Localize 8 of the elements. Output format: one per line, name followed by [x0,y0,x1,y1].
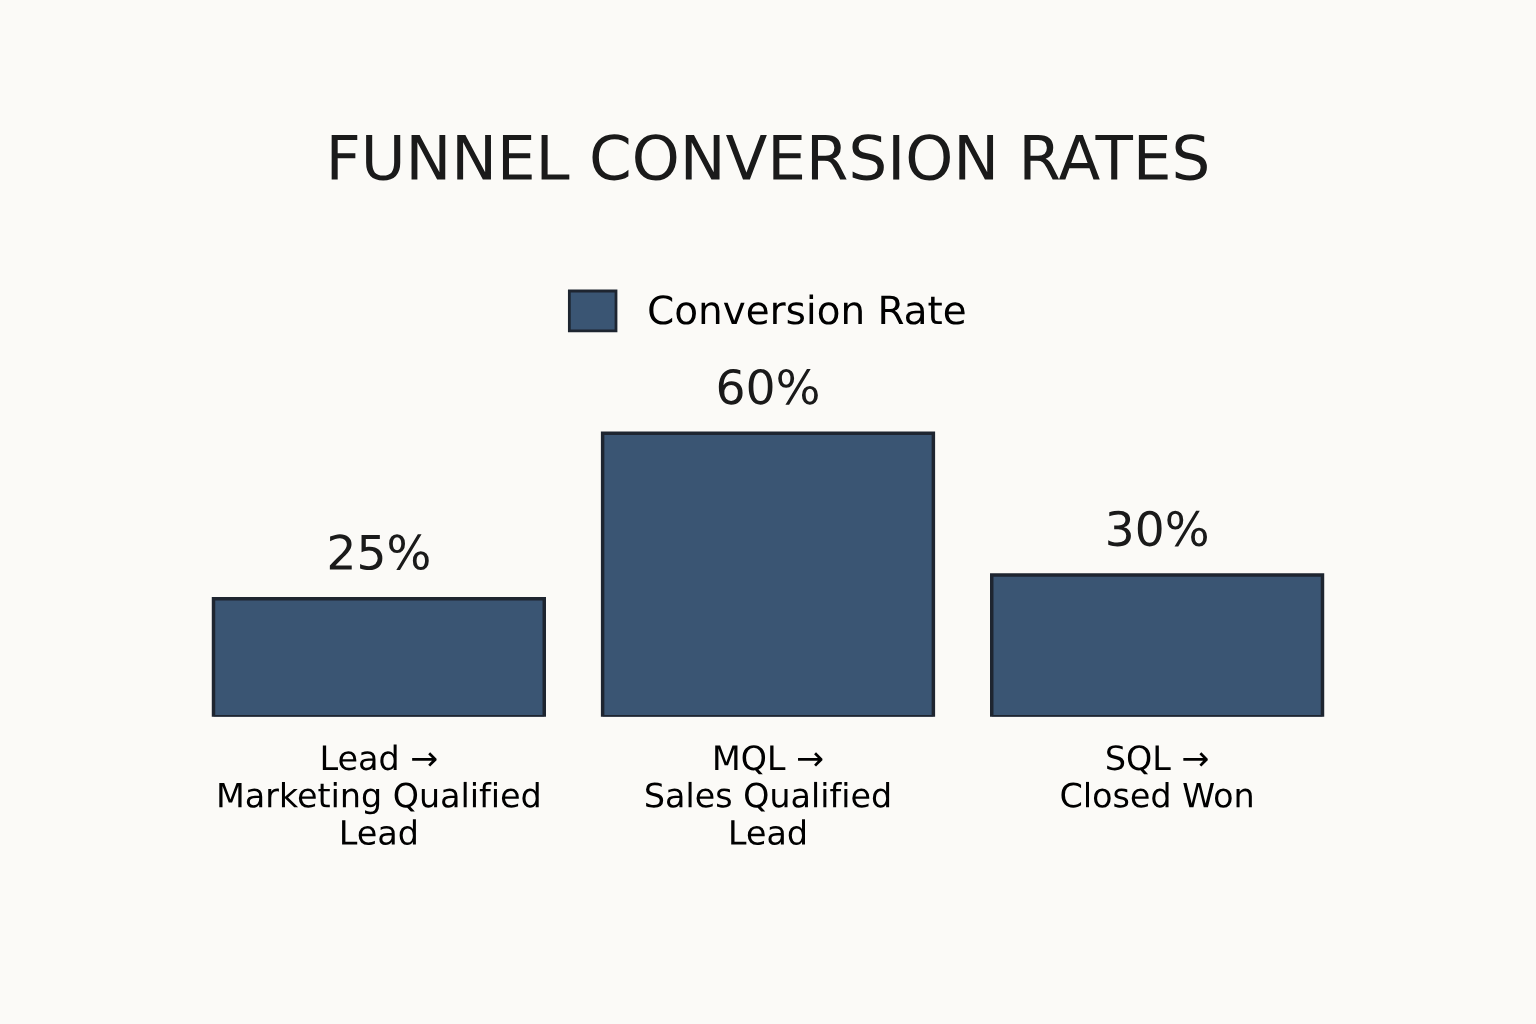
chart-title: FUNNEL CONVERSION RATES [331,134,1207,181]
x-tick-label: SQL → Closed Won [1061,745,1252,808]
x-tick-label: MQL → Sales Qualified Lead [646,745,890,846]
x-tick-label: Lead → Marketing Qualified Lead [219,744,539,846]
data-label: 25% [329,534,429,571]
legend-label: Conversion Rate [649,294,965,325]
data-label: 30% [1108,510,1207,547]
data-label: 60% [718,368,818,405]
